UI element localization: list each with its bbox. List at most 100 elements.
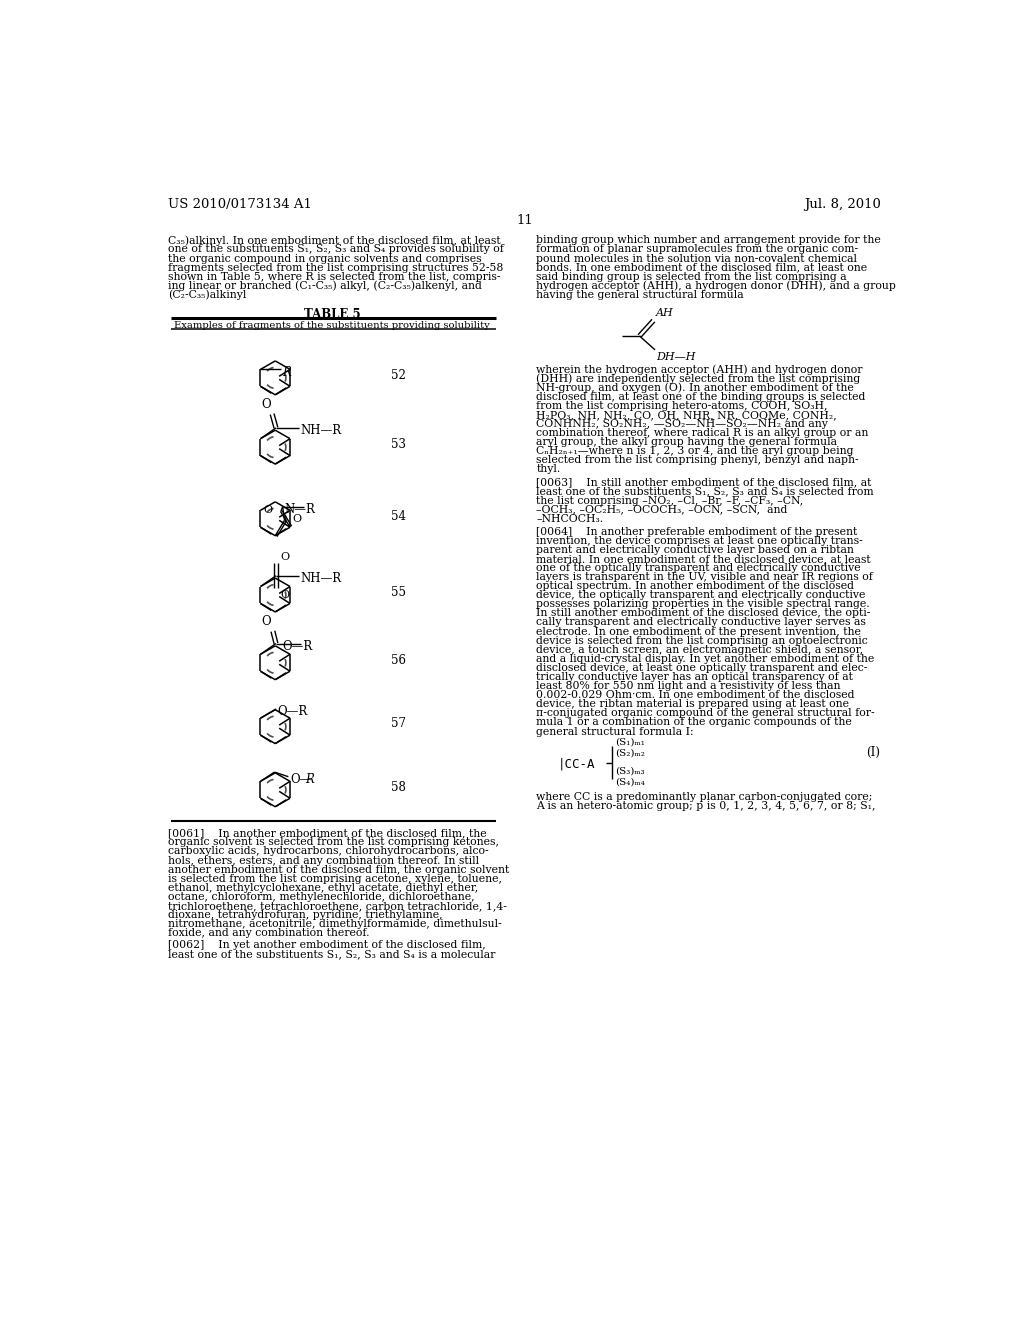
Text: –OCH₃, –OC₂H₅, –OCOCH₃, –OCN, –SCN,  and: –OCH₃, –OC₂H₅, –OCOCH₃, –OCN, –SCN, and — [537, 504, 787, 515]
Text: one of the substituents S₁, S₂, S₃ and S₄ provides solubility of: one of the substituents S₁, S₂, S₃ and S… — [168, 244, 504, 255]
Text: 58: 58 — [391, 780, 407, 793]
Text: bonds. In one embodiment of the disclosed film, at least one: bonds. In one embodiment of the disclose… — [537, 263, 867, 273]
Text: optical spectrum. In another embodiment of the disclosed: optical spectrum. In another embodiment … — [537, 581, 854, 591]
Text: O: O — [261, 397, 270, 411]
Text: hols, ethers, esters, and any combination thereof. In still: hols, ethers, esters, and any combinatio… — [168, 855, 479, 866]
Text: possesses polarizing properties in the visible spectral range.: possesses polarizing properties in the v… — [537, 599, 870, 610]
Text: O—R: O—R — [283, 640, 312, 652]
Text: organic solvent is selected from the list comprising ketones,: organic solvent is selected from the lis… — [168, 837, 500, 847]
Text: mula 1 or a combination of the organic compounds of the: mula 1 or a combination of the organic c… — [537, 718, 852, 727]
Text: 54: 54 — [391, 510, 407, 523]
Text: 57: 57 — [391, 718, 407, 730]
Text: DH—H: DH—H — [656, 352, 696, 362]
Text: NH—R: NH—R — [301, 424, 342, 437]
Text: 52: 52 — [391, 368, 407, 381]
Text: |CC-A: |CC-A — [558, 758, 596, 770]
Text: said binding group is selected from the list comprising a: said binding group is selected from the … — [537, 272, 847, 281]
Text: O: O — [281, 552, 290, 562]
Text: formation of planar supramolecules from the organic com-: formation of planar supramolecules from … — [537, 244, 858, 255]
Text: [0062]    In yet another embodiment of the disclosed film,: [0062] In yet another embodiment of the … — [168, 940, 486, 949]
Text: cally transparent and electrically conductive layer serves as: cally transparent and electrically condu… — [537, 618, 866, 627]
Text: Examples of fragments of the substituents providing solubility: Examples of fragments of the substituent… — [174, 321, 489, 330]
Text: shown in Table 5, where R is selected from the list, compris-: shown in Table 5, where R is selected fr… — [168, 272, 501, 281]
Text: –NHCOCH₃.: –NHCOCH₃. — [537, 513, 603, 524]
Text: disclosed device, at least one optically transparent and elec-: disclosed device, at least one optically… — [537, 663, 867, 673]
Text: R: R — [305, 774, 314, 785]
Text: selected from the list comprising phenyl, benzyl and naph-: selected from the list comprising phenyl… — [537, 455, 859, 466]
Text: π-conjugated organic compound of the general structural for-: π-conjugated organic compound of the gen… — [537, 709, 876, 718]
Text: 55: 55 — [391, 586, 407, 599]
Text: (S₁)ₘ₁: (S₁)ₘ₁ — [615, 738, 645, 746]
Text: fragments selected from the list comprising structures 52-58: fragments selected from the list compris… — [168, 263, 504, 273]
Text: thyl.: thyl. — [537, 465, 561, 474]
Text: binding group which number and arrangement provide for the: binding group which number and arrangeme… — [537, 235, 882, 246]
Text: [0063]    In still another embodiment of the disclosed film, at: [0063] In still another embodiment of th… — [537, 478, 871, 487]
Text: ethanol, methylcyclohexane, ethyl acetate, diethyl ether,: ethanol, methylcyclohexane, ethyl acetat… — [168, 883, 478, 892]
Text: one of the optically transparent and electrically conductive: one of the optically transparent and ele… — [537, 562, 861, 573]
Text: A is an hetero-atomic group; p is 0, 1, 2, 3, 4, 5, 6, 7, or 8; S₁,: A is an hetero-atomic group; p is 0, 1, … — [537, 801, 876, 810]
Text: N—R: N—R — [285, 503, 315, 516]
Text: material. In one embodiment of the disclosed device, at least: material. In one embodiment of the discl… — [537, 554, 871, 564]
Text: where CC is a predominantly planar carbon-conjugated core;: where CC is a predominantly planar carbo… — [537, 792, 872, 801]
Text: and a liquid-crystal display. In yet another embodiment of the: and a liquid-crystal display. In yet ano… — [537, 653, 874, 664]
Text: ing linear or branched (C₁-C₃₅) alkyl, (C₂-C₃₅)alkenyl, and: ing linear or branched (C₁-C₃₅) alkyl, (… — [168, 281, 482, 292]
Text: O: O — [262, 615, 271, 628]
Text: 0.002-0.029 Ohm·cm. In one embodiment of the disclosed: 0.002-0.029 Ohm·cm. In one embodiment of… — [537, 690, 855, 700]
Text: O—R: O—R — [278, 705, 308, 718]
Text: (S₂)ₘ₂: (S₂)ₘ₂ — [615, 748, 645, 758]
Text: pound molecules in the solution via non-covalent chemical: pound molecules in the solution via non-… — [537, 253, 857, 264]
Text: general structural formula I:: general structural formula I: — [537, 726, 694, 737]
Text: (I): (I) — [865, 746, 880, 759]
Text: another embodiment of the disclosed film, the organic solvent: another embodiment of the disclosed film… — [168, 865, 510, 875]
Text: In still another embodiment of the disclosed device, the opti-: In still another embodiment of the discl… — [537, 609, 870, 618]
Text: electrode. In one embodiment of the present invention, the: electrode. In one embodiment of the pres… — [537, 627, 861, 636]
Text: dioxane, tetrahydrofuran, pyridine, triethylamine,: dioxane, tetrahydrofuran, pyridine, trie… — [168, 909, 443, 920]
Text: NH-group, and oxygen (O). In another embodiment of the: NH-group, and oxygen (O). In another emb… — [537, 383, 854, 393]
Text: disclosed film, at least one of the binding groups is selected: disclosed film, at least one of the bind… — [537, 392, 866, 401]
Text: H₂PO₃, NH, NH₂, CO, OH, NHR, NR, COOMe, CONH₂,: H₂PO₃, NH, NH₂, CO, OH, NHR, NR, COOMe, … — [537, 411, 838, 420]
Text: O—: O— — [290, 774, 311, 785]
Text: CONHNH₂, SO₂NH₂, —SO₂—NH—SO₂—NH₂ and any: CONHNH₂, SO₂NH₂, —SO₂—NH—SO₂—NH₂ and any — [537, 418, 828, 429]
Text: [0061]    In another embodiment of the disclosed film, the: [0061] In another embodiment of the disc… — [168, 829, 487, 838]
Text: (S₄)ₘ₄: (S₄)ₘ₄ — [615, 777, 645, 787]
Text: device, the ribtan material is prepared using at least one: device, the ribtan material is prepared … — [537, 700, 850, 709]
Text: O: O — [281, 590, 290, 599]
Text: NH—R: NH—R — [301, 572, 342, 585]
Text: trichloroethene, tetrachloroethene, carbon tetrachloride, 1,4-: trichloroethene, tetrachloroethene, carb… — [168, 902, 507, 911]
Text: (S₃)ₘ₃: (S₃)ₘ₃ — [615, 767, 645, 775]
Text: Jul. 8, 2010: Jul. 8, 2010 — [805, 198, 882, 211]
Text: (DHH) are independently selected from the list comprising: (DHH) are independently selected from th… — [537, 374, 861, 384]
Text: O: O — [264, 506, 273, 515]
Text: US 2010/0173134 A1: US 2010/0173134 A1 — [168, 198, 312, 211]
Text: 11: 11 — [516, 214, 534, 227]
Text: combination thereof, where radical R is an alkyl group or an: combination thereof, where radical R is … — [537, 428, 868, 438]
Text: least 80% for 550 nm light and a resistivity of less than: least 80% for 550 nm light and a resisti… — [537, 681, 841, 692]
Text: carboxylic acids, hydrocarbons, chlorohydrocarbons, alco-: carboxylic acids, hydrocarbons, chlorohy… — [168, 846, 488, 857]
Text: R: R — [283, 366, 291, 379]
Text: [0064]    In another preferable embodiment of the present: [0064] In another preferable embodiment … — [537, 527, 858, 537]
Text: is selected from the list comprising acetone, xylene, toluene,: is selected from the list comprising ace… — [168, 874, 503, 883]
Text: layers is transparent in the UV, visible and near IR regions of: layers is transparent in the UV, visible… — [537, 572, 873, 582]
Text: from the list comprising hetero-atoms, COOH, SO₃H,: from the list comprising hetero-atoms, C… — [537, 401, 828, 411]
Text: the organic compound in organic solvents and comprises: the organic compound in organic solvents… — [168, 253, 482, 264]
Text: device is selected from the list comprising an optoelectronic: device is selected from the list compris… — [537, 636, 868, 645]
Text: nitromethane, acetonitrile, dimethylformamide, dimethulsul-: nitromethane, acetonitrile, dimethylform… — [168, 919, 502, 929]
Text: (C₂-C₃₅)alkinyl: (C₂-C₃₅)alkinyl — [168, 290, 247, 301]
Text: invention, the device comprises at least one optically trans-: invention, the device comprises at least… — [537, 536, 863, 545]
Text: O: O — [292, 513, 301, 524]
Text: wherein the hydrogen acceptor (AHH) and hydrogen donor: wherein the hydrogen acceptor (AHH) and … — [537, 364, 863, 375]
Text: C₃₅)alkinyl. In one embodiment of the disclosed film, at least: C₃₅)alkinyl. In one embodiment of the di… — [168, 235, 501, 246]
Text: CₙH₂ₙ₊₁—where n is 1, 2, 3 or 4, and the aryl group being: CₙH₂ₙ₊₁—where n is 1, 2, 3 or 4, and the… — [537, 446, 854, 457]
Text: TABLE 5: TABLE 5 — [303, 308, 360, 321]
Text: trically conductive layer has an optical transparency of at: trically conductive layer has an optical… — [537, 672, 853, 682]
Text: having the general structural formula: having the general structural formula — [537, 290, 744, 300]
Text: AH: AH — [655, 309, 674, 318]
Text: hydrogen acceptor (AHH), a hydrogen donor (DHH), and a group: hydrogen acceptor (AHH), a hydrogen dono… — [537, 281, 896, 292]
Text: aryl group, the alkyl group having the general formula: aryl group, the alkyl group having the g… — [537, 437, 838, 447]
Text: the list comprising –NO₂, –Cl, –Br, –F, –CF₃, –CN,: the list comprising –NO₂, –Cl, –Br, –F, … — [537, 495, 804, 506]
Text: octane, chloroform, methylenechloride, dichloroethane,: octane, chloroform, methylenechloride, d… — [168, 892, 475, 902]
Text: 53: 53 — [391, 438, 407, 451]
Text: device, a touch screen, an electromagnetic shield, a sensor,: device, a touch screen, an electromagnet… — [537, 644, 863, 655]
Text: foxide, and any combination thereof.: foxide, and any combination thereof. — [168, 928, 370, 939]
Text: parent and electrically conductive layer based on a ribtan: parent and electrically conductive layer… — [537, 545, 854, 554]
